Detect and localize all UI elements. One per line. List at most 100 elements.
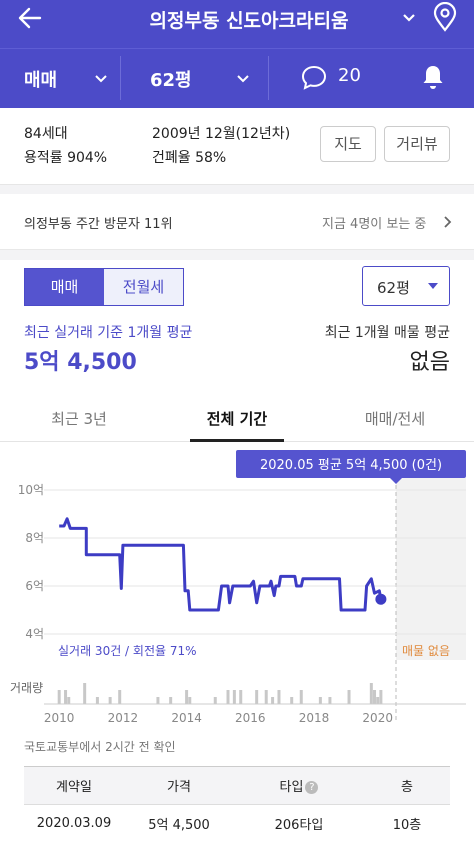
segment-rent[interactable]: 전월세 (104, 269, 183, 305)
segment-buy[interactable]: 매매 (25, 269, 104, 305)
volume-bar (188, 697, 192, 704)
area-label: 62평 (150, 70, 192, 91)
street-view-button[interactable]: 거리뷰 (384, 126, 450, 162)
built-date: 2009년 12월(12년차) (152, 126, 291, 142)
households: 84세대 (24, 126, 68, 142)
volume-bar (108, 697, 112, 704)
chevron-down-icon[interactable] (400, 8, 418, 26)
x-tick-label: 2018 (299, 711, 330, 725)
comment-button[interactable]: 20 (300, 59, 370, 95)
price-line (59, 517, 383, 612)
legend-right: 매물 없음 (402, 644, 450, 658)
info-section: 84세대 용적률 904% 2009년 12월(12년차) 건폐율 58% 지도… (0, 108, 474, 186)
period-tabs: 최근 3년 전체 기간 매매/전세 (0, 396, 474, 442)
volume-bar (226, 690, 230, 704)
chevron-down-icon (95, 75, 107, 83)
tooltip-arrow (390, 478, 402, 484)
tab-active-underline (190, 439, 284, 442)
trade-type-label: 매매 (24, 70, 58, 91)
caret-down-icon (428, 283, 438, 289)
col-floor: 층 (401, 780, 413, 795)
visitor-rank: 의정부동 주간 방문자 11위 (24, 217, 173, 232)
tooltip-box (236, 450, 466, 478)
trade-table: 계약일 가격 타입? 층 2020.03.09 5억 4,500 206타입 1… (24, 766, 450, 843)
x-tick-label: 2012 (108, 711, 139, 725)
volume-bar (118, 690, 122, 704)
recent-trade-label: 최근 실거래 기준 1개월 평균 (24, 325, 193, 341)
x-tick-label: 2020 (362, 711, 393, 725)
top-bar: 의정부동 신도아크라티움 매매 62평 20 (0, 0, 474, 108)
trade-type-select[interactable]: 매매 (0, 49, 120, 107)
map-button[interactable]: 지도 (320, 126, 376, 162)
x-tick-label: 2016 (235, 711, 266, 725)
col-type-label: 타입 (279, 780, 304, 795)
location-pin-icon[interactable] (432, 1, 458, 32)
volume-bar (83, 683, 87, 704)
volume-bar (373, 690, 377, 704)
volume-bar (169, 697, 173, 704)
volume-bar (64, 690, 68, 704)
visitor-row[interactable]: 의정부동 주간 방문자 11위 지금 4명이 보는 중 (0, 194, 474, 250)
source-note: 국토교통부에서 2시간 전 확인 (24, 740, 176, 754)
volume-bar (232, 690, 236, 704)
col-contract-date: 계약일 (56, 780, 92, 795)
segment-control: 매매 전월세 (24, 268, 184, 306)
volume-bar (318, 697, 322, 704)
volume-bar (95, 697, 99, 704)
volume-bar (57, 690, 61, 704)
floor-area-ratio: 용적률 904% (24, 150, 108, 166)
volume-bar (376, 697, 380, 704)
volume-label: 거래량 (10, 681, 43, 695)
section-gap (0, 250, 474, 260)
volume-bar (67, 697, 71, 704)
volume-bar (156, 697, 160, 704)
area-select[interactable]: 62평 (122, 49, 268, 107)
col-type: 타입? (234, 767, 364, 805)
tab-recent-3y[interactable]: 최근 3년 (51, 410, 107, 428)
back-arrow-icon[interactable] (16, 4, 44, 32)
volume-bar (185, 690, 189, 704)
page-title[interactable]: 의정부동 신도아크라티움 (149, 10, 349, 32)
bell-icon[interactable] (420, 63, 446, 91)
filter-row: 매매 62평 20 (0, 48, 474, 106)
section-gap (0, 184, 474, 194)
divider (268, 56, 269, 100)
volume-bar (347, 690, 351, 704)
y-tick-label: 4억 (25, 627, 44, 641)
chevron-down-icon (237, 75, 249, 83)
divider (120, 56, 121, 100)
volume-bar (290, 697, 294, 704)
help-icon[interactable]: ? (305, 781, 319, 794)
volume-bar (239, 690, 243, 704)
y-tick-label: 8억 (25, 531, 44, 545)
listing-value: 없음 (409, 350, 450, 375)
tab-buy-jeonse[interactable]: 매매/전세 (364, 410, 426, 428)
watching-count: 지금 4명이 보는 중 (322, 217, 427, 232)
listing-region (396, 478, 466, 660)
recent-trade-value: 5억 4,500 (24, 350, 137, 375)
y-tick-label: 6억 (25, 579, 44, 593)
price-chart[interactable]: 10억 8억 6억 4억 2020.05 평균 5억 4,500 (0건) 실거래 30건… (0, 450, 474, 728)
volume-bar (277, 690, 281, 704)
x-tick-label: 2014 (171, 711, 202, 725)
speech-bubble-icon (301, 65, 327, 90)
volume-bar (264, 690, 268, 704)
tooltip-text: 2020.05 평균 5억 4,500 (0건) (260, 458, 442, 473)
volume-bar (255, 690, 259, 704)
volume-bar (379, 690, 383, 704)
col-price: 가격 (167, 780, 191, 795)
legend-left: 실거래 30건 / 회전율 71% (58, 644, 197, 658)
title-row: 의정부동 신도아크라티움 (0, 0, 474, 40)
volume-bar (299, 690, 303, 704)
comment-count: 20 (338, 65, 361, 86)
area-dropdown-label: 62평 (377, 279, 410, 297)
listing-label: 최근 1개월 매물 평균 (324, 325, 450, 341)
volume-bar (213, 697, 217, 704)
chevron-right-icon (444, 216, 452, 228)
x-tick-label: 2010 (44, 711, 75, 725)
tab-all-period[interactable]: 전체 기간 (206, 410, 268, 428)
current-point (375, 593, 387, 605)
volume-bar (271, 697, 275, 704)
volume-bar (328, 697, 332, 704)
area-dropdown[interactable]: 62평 (362, 266, 450, 306)
